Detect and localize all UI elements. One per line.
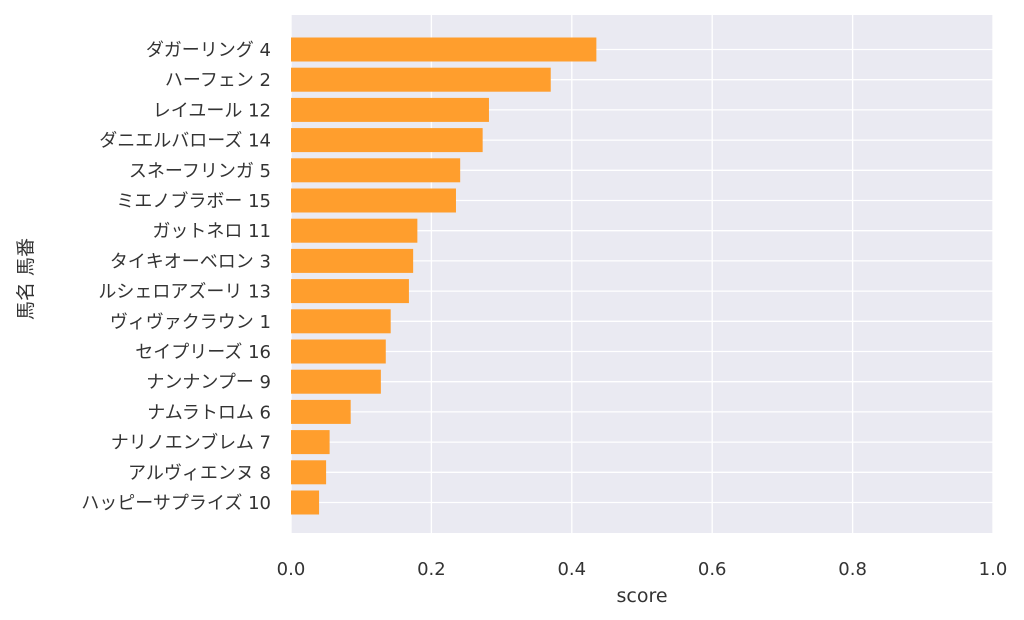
y-tick-label: アルヴィエンヌ 8 (128, 463, 271, 484)
bar (291, 188, 456, 213)
y-tick-label: ナリノエンブレム 7 (111, 432, 271, 454)
bar (291, 37, 597, 62)
y-tick-label: レイユール 12 (153, 100, 271, 121)
x-tick-label: 0.0 (277, 559, 306, 580)
y-tick-label: ダガーリング 4 (146, 40, 271, 61)
x-tick-labels: 0.0 0.2 0.4 0.6 0.8 1.0 (277, 559, 1008, 580)
y-tick-label: ダニエルバローズ 14 (99, 131, 271, 152)
bar (291, 309, 391, 334)
x-tick-label: 0.8 (838, 559, 867, 580)
x-axis-label: score (616, 585, 667, 607)
x-tick-label: 0.2 (417, 559, 446, 580)
plot-area (291, 15, 993, 533)
bar (291, 67, 551, 92)
y-tick-label: タイキオーベロン 3 (110, 251, 271, 272)
y-tick-label: ヴィヴァクラウン 1 (110, 312, 271, 333)
bar (291, 460, 327, 485)
bar (291, 399, 351, 424)
y-tick-label: ナムラトロム 6 (147, 402, 271, 423)
bars (291, 37, 597, 515)
y-tick-labels: ダガーリング 4 ハーフェン 2 レイユール 12 ダニエルバローズ 14 スネーフリン… (81, 40, 271, 514)
y-tick-label: ガットネロ 11 (152, 221, 271, 242)
bar (291, 158, 461, 183)
x-tick-label: 1.0 (979, 559, 1008, 580)
bar (291, 490, 320, 515)
bar (291, 218, 418, 243)
y-tick-label: ハーフェン 2 (165, 70, 271, 91)
bar (291, 279, 409, 304)
bar (291, 97, 489, 122)
y-tick-label: スネーフリンガ 5 (129, 161, 271, 182)
y-tick-label: セイプリーズ 16 (135, 342, 271, 363)
bar (291, 369, 381, 394)
bar (291, 128, 483, 153)
y-tick-label: ルシェロアズーリ 13 (98, 282, 271, 303)
x-tick-label: 0.6 (698, 559, 727, 580)
y-tick-label: ハッピーサプライズ 10 (81, 493, 271, 514)
bar (291, 248, 414, 273)
bar (291, 430, 330, 455)
x-tick-label: 0.4 (557, 559, 586, 580)
y-tick-label: ミエノブラボー 15 (116, 190, 271, 212)
y-tick-label: ナンナンプー 9 (146, 372, 271, 393)
y-axis-label: 馬名 馬番 (15, 238, 37, 320)
bar (291, 339, 386, 364)
